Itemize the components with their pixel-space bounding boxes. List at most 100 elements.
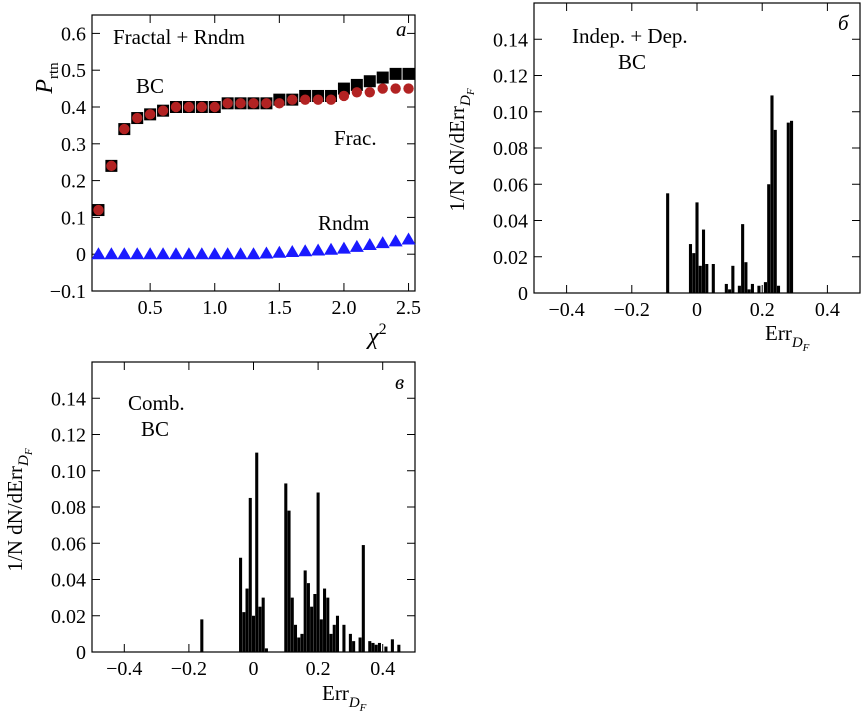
histogram-bar	[397, 644, 401, 652]
panel-b-letter: б	[838, 11, 850, 35]
rndm-triangle-point	[130, 247, 145, 260]
panel-c-ytick-label: 0.02	[51, 606, 86, 628]
histogram-bar	[773, 129, 777, 293]
rndm-triangle-point	[117, 247, 132, 260]
rndm-triangle-point	[298, 244, 313, 257]
panel-b-xtick-label: 0.4	[815, 299, 840, 321]
frac-circle-point	[119, 123, 130, 135]
rndm-triangle-point	[156, 247, 171, 260]
histogram-bar	[303, 570, 307, 652]
frac-circle-point	[183, 101, 195, 113]
panel-b-ylabel: 1/N dN/dErrDF	[445, 88, 477, 211]
panel-b-ytick-label: 0.02	[493, 247, 528, 269]
panel-a-ytick-label: 0.5	[61, 60, 86, 82]
frac-circle-point	[325, 94, 337, 105]
histogram-bar	[310, 606, 314, 652]
rndm-triangle-point	[336, 241, 351, 254]
panel-a-xlabel: χ2	[366, 321, 387, 350]
histogram-bar	[251, 615, 256, 652]
rndm-triangle-point	[181, 247, 196, 260]
panel-a-ytick-label: 0.6	[61, 23, 86, 45]
panel-c-annotation-line1: Comb.	[128, 391, 185, 415]
histogram-bar	[750, 283, 754, 293]
panel-a-xtick-label: 1.0	[202, 297, 227, 319]
panel-b-xtick-label: −0.2	[614, 299, 650, 321]
bc-square-point	[376, 71, 389, 84]
panel-b-ytick-label: 0.10	[493, 102, 528, 124]
panel-b-ytick-label: 0.04	[493, 211, 528, 233]
frac-circle-point	[248, 98, 259, 109]
histogram-bar	[358, 637, 362, 652]
frac-circle-point	[209, 101, 220, 113]
panel-c-ytick-label: 0.12	[51, 425, 86, 447]
panel-a-ytick-label: 0.1	[61, 207, 86, 229]
histogram-bar	[335, 615, 340, 652]
panel-c-ylabel-sub: D	[16, 455, 32, 467]
panel-a-ylabel-sub: rtn	[46, 62, 62, 79]
panel-a-annotation-title: Fractal + Rndm	[113, 25, 245, 49]
histogram-bar	[688, 244, 693, 293]
panel-c-ytick-label: 0.14	[51, 388, 86, 410]
panel-c-xlabel-main: Err	[322, 681, 349, 705]
rndm-triangle-point	[285, 244, 300, 257]
histogram-bar	[242, 612, 246, 652]
histogram-bar	[724, 283, 728, 293]
panel-b-annotation-line2: BC	[618, 50, 646, 74]
panel-b-ytick-label: 0.08	[493, 138, 528, 160]
rndm-triangle-point	[349, 239, 364, 252]
histogram-bar	[776, 285, 781, 293]
panel-a-xtick-label: 0.5	[138, 297, 163, 319]
frac-circle-point	[157, 105, 169, 116]
rndm-triangle-point	[233, 247, 248, 260]
panel-a-ylabel: Prtn	[32, 62, 62, 95]
panel-a-ytick-label: 0.4	[61, 97, 86, 119]
histogram-bar	[200, 619, 204, 652]
histogram-bar	[390, 639, 394, 652]
rndm-triangle-point	[388, 234, 403, 247]
frac-circle-point	[222, 98, 233, 109]
frac-circle-point	[170, 101, 182, 113]
histogram-bar	[261, 597, 265, 652]
histogram-bar	[701, 229, 706, 293]
rndm-triangle-point	[375, 236, 390, 249]
histogram-bar	[245, 588, 249, 652]
panel-a-xtick-label: 2.0	[331, 297, 356, 319]
histogram-bar	[258, 606, 262, 652]
histogram-bar	[728, 289, 732, 293]
panel-c-xlabel-sub: D	[348, 695, 360, 711]
svg-text:1/N dN/dErrDF: 1/N dN/dErrDF	[445, 88, 477, 211]
histogram-bar	[737, 285, 741, 293]
rndm-triangle-point	[324, 242, 339, 255]
panel-c-histogram: −0.4 −0.2 0 0.2 0.4 0 0.02 0.04 0.06 0.08 0.10 0.12…	[3, 361, 416, 713]
panel-c-xtick-label: −0.4	[106, 658, 142, 680]
bc-square-point	[350, 78, 363, 91]
histogram-bar	[384, 646, 388, 652]
svg-text:1/N dN/dErrDF: 1/N dN/dErrDF	[3, 448, 35, 571]
frac-circle-point	[312, 94, 324, 105]
panel-b-ylabel-sub: D	[458, 95, 474, 107]
histogram-bar	[371, 642, 375, 652]
histogram-bar	[747, 289, 751, 293]
panel-c-xtick-label: 0	[249, 658, 259, 680]
histogram-bar	[789, 120, 794, 293]
panel-b-xlabel-main: Err	[765, 321, 792, 345]
histogram-bar	[287, 510, 291, 652]
histogram-bar	[666, 193, 670, 293]
frac-circle-point	[351, 87, 363, 98]
frac-circle-point	[93, 204, 104, 216]
panel-b-xtick-label: 0.2	[750, 299, 775, 321]
panel-b-histogram: −0.4 −0.2 0 0.2 0.4 0 0.02 0.04 0.06 0.08 0.10 0.12…	[445, 2, 861, 354]
histogram-bar	[695, 202, 699, 293]
panel-c-ylabel: 1/N dN/dErrDF	[3, 448, 35, 571]
histogram-bar	[293, 624, 298, 652]
panel-c-ytick-label: 0.08	[51, 497, 86, 519]
panel-b-annotation-line1: Indep. + Dep.	[572, 24, 688, 48]
panel-c-xtick-label: 0.2	[306, 658, 331, 680]
rndm-triangle-point	[259, 246, 274, 259]
histogram-bar	[264, 648, 268, 652]
frac-circle-point	[338, 90, 350, 102]
panel-a-xtick-label: 2.5	[396, 297, 421, 319]
panel-b-ytick-label: 0.14	[493, 29, 528, 51]
panel-a-series-label-frac: Frac.	[334, 126, 377, 150]
